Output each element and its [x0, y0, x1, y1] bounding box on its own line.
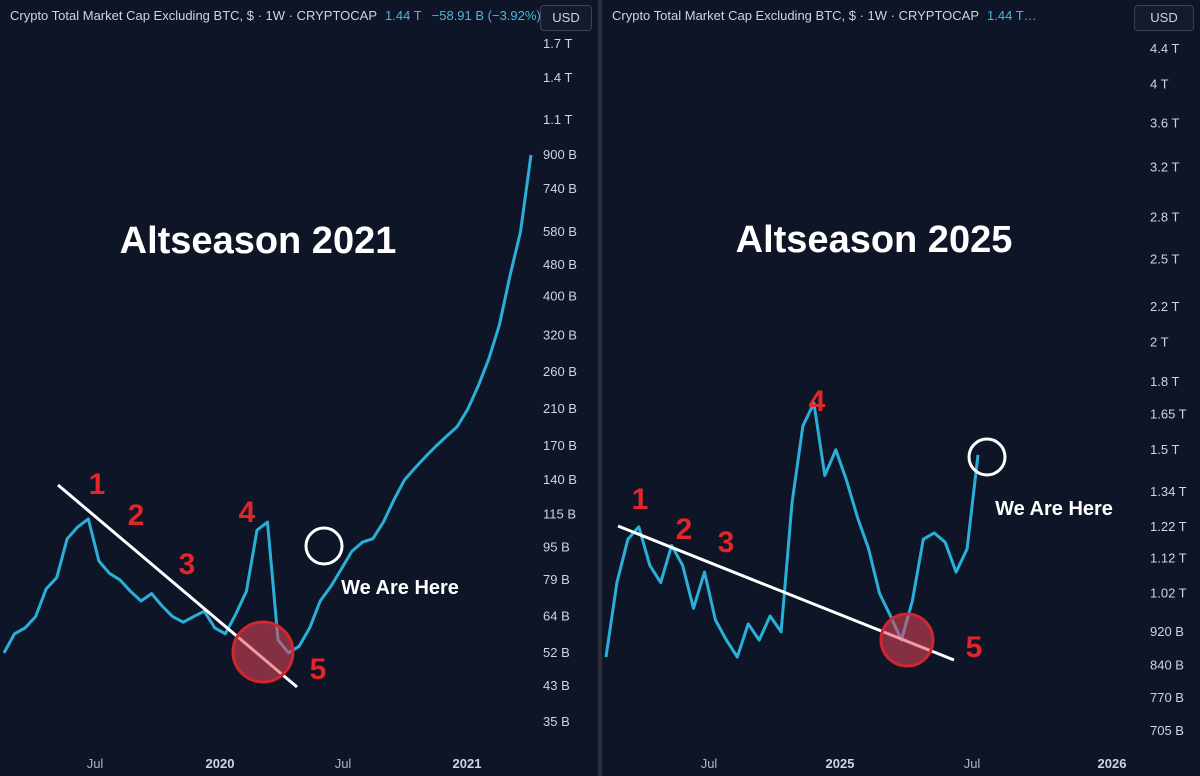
x-tick-label: Jul	[964, 756, 981, 771]
y-tick-label: 4.4 T	[1150, 41, 1179, 56]
wave-number-label: 4	[809, 385, 826, 418]
we-are-here-circle	[967, 437, 1007, 477]
chart-header-left: Crypto Total Market Cap Excluding BTC, $…	[10, 8, 541, 23]
y-tick-label: 1.02 T	[1150, 585, 1187, 600]
y-tick-label: 64 B	[543, 609, 570, 624]
x-tick-label: Jul	[87, 756, 104, 771]
y-tick-label: 3.6 T	[1150, 116, 1179, 131]
chart-canvas-right[interactable]: 4.4 T 4 T 3.6 T 3.2 T 2.8 T 2.5 T 2.2 T 2 T 1.8 …	[602, 0, 1200, 776]
wave-number-label: 2	[676, 513, 693, 546]
y-tick-label: 210 B	[543, 401, 577, 416]
y-tick-label: 1.7 T	[543, 36, 572, 51]
y-tick-label: 2 T	[1150, 335, 1169, 350]
chart-header-right: Crypto Total Market Cap Excluding BTC, $…	[612, 8, 1037, 23]
y-tick-label: 95 B	[543, 540, 570, 555]
symbol-title: Crypto Total Market Cap Excluding BTC, $…	[612, 8, 980, 23]
y-tick-label: 320 B	[543, 328, 577, 343]
y-tick-label: 140 B	[543, 472, 577, 487]
y-tick-label: 740 B	[543, 181, 577, 196]
wave-number-label: 1	[89, 468, 106, 501]
y-tick-label: 4 T	[1150, 76, 1169, 91]
we-are-here-label: We Are Here	[341, 577, 459, 599]
symbol-title: Crypto Total Market Cap Excluding BTC, $…	[10, 8, 378, 23]
x-tick-label: Jul	[335, 756, 352, 771]
wave-number-label: 5	[966, 631, 983, 664]
y-tick-label: 2.5 T	[1150, 252, 1179, 267]
chart-panel-right[interactable]: 4.4 T 4 T 3.6 T 3.2 T 2.8 T 2.5 T 2.2 T 2 T 1.8 …	[602, 0, 1200, 776]
y-tick-label: 1.12 T	[1150, 551, 1187, 566]
y-tick-label: 79 B	[543, 572, 570, 587]
y-tick-label: 35 B	[543, 714, 570, 729]
y-tick-label: 3.2 T	[1150, 160, 1179, 175]
y-tick-label: 580 B	[543, 224, 577, 239]
y-tick-label: 2.8 T	[1150, 209, 1179, 224]
y-tick-label: 43 B	[543, 678, 570, 693]
y-tick-label: 115 B	[543, 506, 576, 521]
price-value: 1.44 T…	[987, 8, 1037, 23]
y-tick-label: 52 B	[543, 645, 570, 660]
y-tick-label: 1.8 T	[1150, 374, 1179, 389]
y-tick-label: 840 B	[1150, 658, 1184, 673]
wave-number-label: 4	[239, 496, 256, 529]
y-tick-label: 1.22 T	[1150, 519, 1187, 534]
chart-title: Altseason 2021	[120, 220, 397, 262]
wave-number-label: 2	[128, 499, 145, 532]
y-tick-label: 1.5 T	[1150, 442, 1179, 457]
breakout-circle	[879, 612, 935, 668]
currency-button[interactable]: USD	[1134, 5, 1194, 31]
x-tick-label: Jul	[701, 756, 718, 771]
y-tick-label: 770 B	[1150, 690, 1184, 705]
chart-panel-left[interactable]: 1.7 T 1.4 T 1.1 T 900 B 740 B 580 B 480 B 400 B…	[0, 0, 598, 776]
breakout-circle	[231, 620, 295, 684]
y-tick-label: 400 B	[543, 289, 577, 304]
price-value: 1.44 T	[385, 8, 422, 23]
wave-number-label: 5	[310, 653, 327, 686]
x-tick-label: 2025	[826, 756, 855, 771]
series-line	[2, 154, 533, 655]
y-tick-label: 1.65 T	[1150, 406, 1187, 421]
wave-number-label: 1	[632, 483, 649, 516]
x-tick-label: 2020	[206, 756, 235, 771]
we-are-here-label: We Are Here	[995, 498, 1113, 520]
y-tick-label: 900 B	[543, 147, 577, 162]
y-tick-label: 1.4 T	[543, 70, 572, 85]
y-tick-label: 260 B	[543, 364, 577, 379]
y-tick-label: 1.1 T	[543, 112, 572, 127]
we-are-here-circle	[304, 526, 344, 566]
wave-number-label: 3	[718, 526, 735, 559]
series-line	[604, 401, 980, 659]
currency-button[interactable]: USD	[540, 5, 592, 31]
y-tick-label: 1.34 T	[1150, 484, 1187, 499]
y-tick-label: 170 B	[543, 438, 577, 453]
y-tick-label: 2.2 T	[1150, 299, 1179, 314]
chart-canvas-left[interactable]: 1.7 T 1.4 T 1.1 T 900 B 740 B 580 B 480 B 400 B…	[0, 0, 598, 776]
y-tick-label: 480 B	[543, 257, 577, 272]
price-change: −58.91 B (−3.92%)	[431, 8, 541, 23]
wave-number-label: 3	[179, 548, 196, 581]
y-tick-label: 705 B	[1150, 723, 1184, 738]
x-tick-label: 2021	[453, 756, 482, 771]
x-tick-label: 2026	[1098, 756, 1127, 771]
y-tick-label: 920 B	[1150, 624, 1184, 639]
panel-divider	[598, 0, 602, 776]
chart-title: Altseason 2025	[736, 219, 1013, 261]
